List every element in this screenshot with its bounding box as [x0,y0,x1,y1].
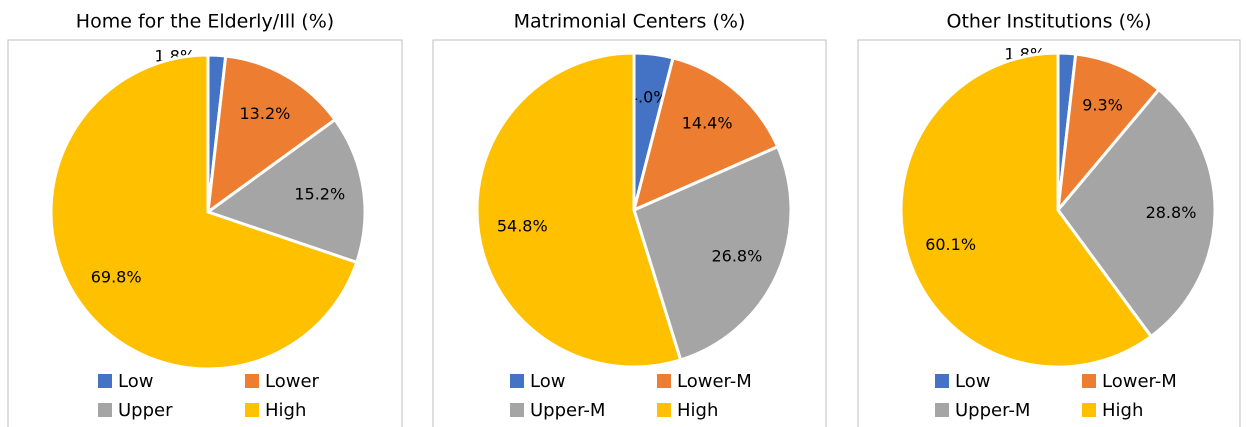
data-label: 26.8% [711,246,762,265]
pie-slice [1056,87,1217,339]
panel-border [7,39,403,427]
pie-slice [204,117,367,265]
legend-label: Low [118,371,153,392]
legend-swatch [1082,403,1096,417]
data-label: 15.2% [294,185,345,204]
data-label: 28.8% [1146,203,1197,222]
data-label: 69.8% [91,267,142,286]
pie-slice [475,51,683,369]
pie-slice [632,144,793,362]
legend-label: Lower [265,371,320,392]
panel-border [857,39,1241,427]
legend-label: High [1102,400,1143,421]
data-label: 4.0% [628,87,669,106]
legend-swatch [657,374,671,388]
legend-label: Lower-M [677,371,752,392]
legend-label: Upper-M [530,400,605,421]
data-label: 13.2% [240,104,291,123]
data-label: 14.4% [682,113,733,132]
legend-swatch [1082,374,1096,388]
legend-label: Upper [118,400,173,421]
legend-label: High [677,400,718,421]
data-label: 60.1% [925,235,976,254]
legend-label: Upper-M [955,400,1030,421]
pie-slice [1055,52,1161,215]
legend-label: Low [955,371,990,392]
chart-title: Home for the Elderly/Ill (%) [76,11,334,33]
panel-border [432,39,827,427]
legend-swatch [98,374,112,388]
pie-slice [899,51,1154,369]
legend-swatch [935,374,949,388]
legend-label: Lower-M [1102,371,1177,392]
pie-slice [49,53,359,371]
legend-label: Low [530,371,565,392]
data-label: 9.3% [1082,96,1123,115]
legend-swatch [657,403,671,417]
chart-title: Other Institutions (%) [947,11,1152,33]
legend-swatch [510,374,524,388]
legend-swatch [510,403,524,417]
legend-swatch [935,403,949,417]
legend-label: High [265,400,306,421]
legend-swatch [98,403,112,417]
legend-swatch [245,374,259,388]
chart-title: Matrimonial Centers (%) [514,11,746,33]
pie-slice [206,54,338,216]
legend-swatch [245,403,259,417]
data-label: 54.8% [497,216,548,235]
pie-slice [631,56,780,213]
